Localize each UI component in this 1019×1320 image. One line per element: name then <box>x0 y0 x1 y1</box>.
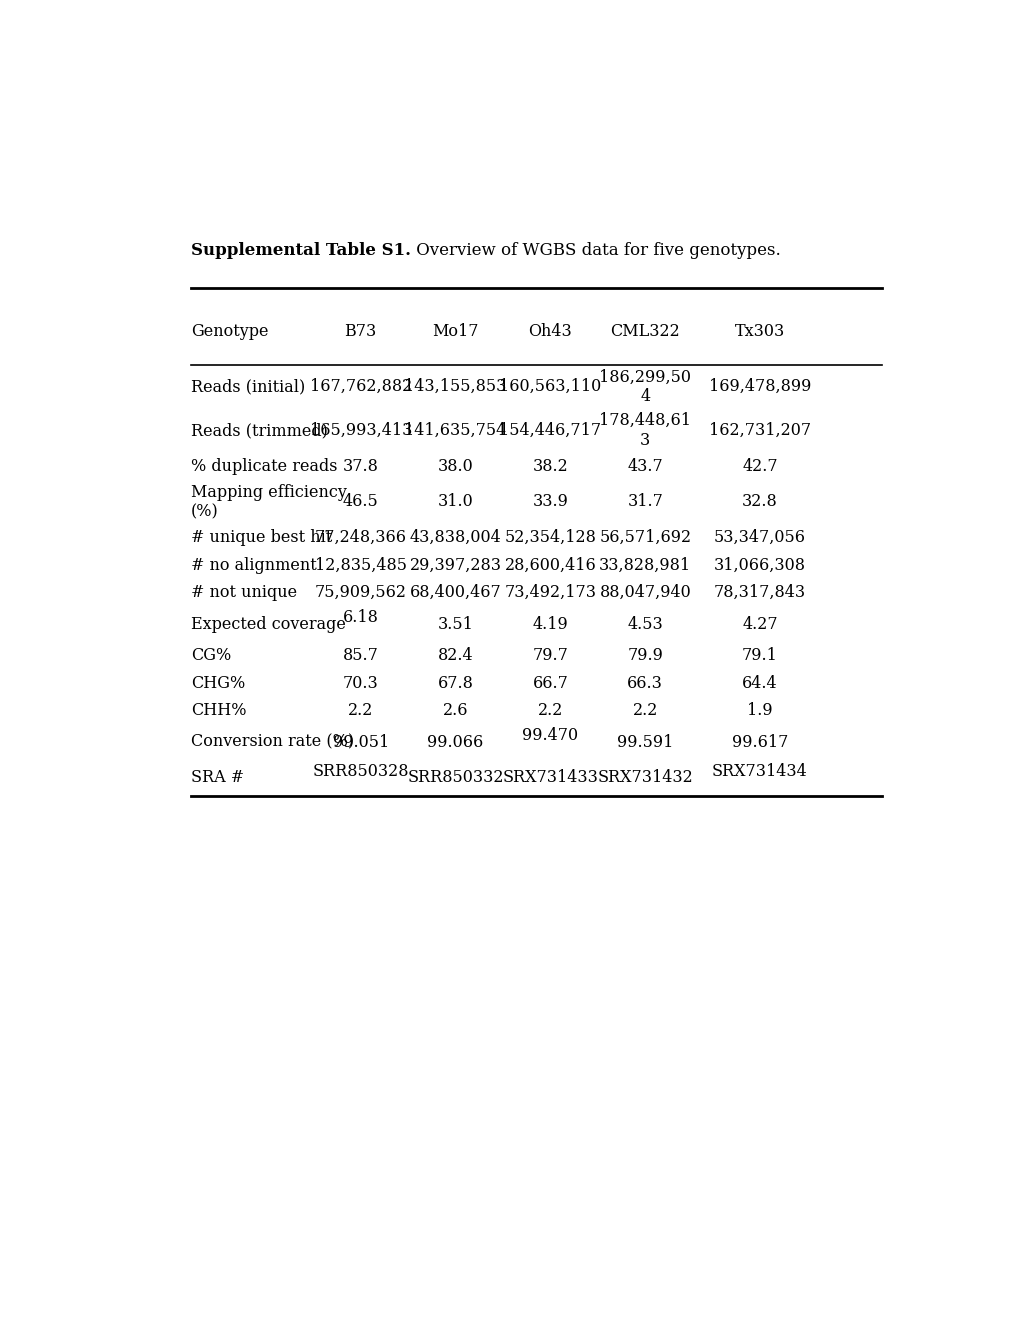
Text: B73: B73 <box>344 322 376 339</box>
Text: Conversion rate (%): Conversion rate (%) <box>191 734 354 751</box>
Text: # no alignment: # no alignment <box>191 557 316 574</box>
Text: 169,478,899: 169,478,899 <box>708 379 810 395</box>
Text: Overview of WGBS data for five genotypes.: Overview of WGBS data for five genotypes… <box>411 242 780 259</box>
Text: Supplemental Table S1.: Supplemental Table S1. <box>191 242 411 259</box>
Text: 66.7: 66.7 <box>532 675 568 692</box>
Text: 78,317,843: 78,317,843 <box>713 583 805 601</box>
Text: 75,909,562: 75,909,562 <box>315 583 407 601</box>
Text: 64.4: 64.4 <box>742 675 776 692</box>
Text: 77,248,366: 77,248,366 <box>315 529 407 546</box>
Text: 1.9: 1.9 <box>746 702 772 719</box>
Text: Oh43: Oh43 <box>528 322 572 339</box>
Text: 52,354,128: 52,354,128 <box>504 529 596 546</box>
Text: 37.8: 37.8 <box>342 458 378 475</box>
Text: 6.18: 6.18 <box>342 610 378 626</box>
Text: 85.7: 85.7 <box>342 647 378 664</box>
Text: 43,838,004: 43,838,004 <box>410 529 501 546</box>
Text: 67.8: 67.8 <box>437 675 473 692</box>
Text: 178,448,61
3: 178,448,61 3 <box>599 412 691 449</box>
Text: 154,446,717: 154,446,717 <box>499 422 601 440</box>
Text: 28,600,416: 28,600,416 <box>504 557 596 574</box>
Text: SRR850328: SRR850328 <box>312 763 409 780</box>
Text: Reads (initial): Reads (initial) <box>191 379 305 395</box>
Text: 38.0: 38.0 <box>437 458 473 475</box>
Text: 68,400,467: 68,400,467 <box>410 583 501 601</box>
Text: 99.591: 99.591 <box>616 734 673 751</box>
Text: 31.7: 31.7 <box>627 494 662 511</box>
Text: 79.9: 79.9 <box>627 647 662 664</box>
Text: Reads (trimmed): Reads (trimmed) <box>191 422 327 440</box>
Text: 73,492,173: 73,492,173 <box>504 583 596 601</box>
Text: SRX731434: SRX731434 <box>711 763 807 780</box>
Text: 31,066,308: 31,066,308 <box>713 557 805 574</box>
Text: 4.19: 4.19 <box>532 615 568 632</box>
Text: 2.2: 2.2 <box>632 702 657 719</box>
Text: # not unique: # not unique <box>191 583 297 601</box>
Text: 160,563,110: 160,563,110 <box>499 379 601 395</box>
Text: 33,828,981: 33,828,981 <box>598 557 691 574</box>
Text: Mo17: Mo17 <box>432 322 478 339</box>
Text: 38.2: 38.2 <box>532 458 568 475</box>
Text: CG%: CG% <box>191 647 230 664</box>
Text: 2.2: 2.2 <box>347 702 373 719</box>
Text: 162,731,207: 162,731,207 <box>708 422 810 440</box>
Text: 31.0: 31.0 <box>437 494 473 511</box>
Text: SRX731432: SRX731432 <box>597 770 693 787</box>
Text: 143,155,853: 143,155,853 <box>404 379 506 395</box>
Text: 29,397,283: 29,397,283 <box>410 557 501 574</box>
Text: Tx303: Tx303 <box>734 322 785 339</box>
Text: 43.7: 43.7 <box>627 458 662 475</box>
Text: 46.5: 46.5 <box>342 494 378 511</box>
Text: 186,299,50
4: 186,299,50 4 <box>599 368 691 405</box>
Text: 33.9: 33.9 <box>532 494 568 511</box>
Text: % duplicate reads: % duplicate reads <box>191 458 337 475</box>
Text: 4.27: 4.27 <box>742 615 776 632</box>
Text: 167,762,882: 167,762,882 <box>310 379 412 395</box>
Text: SRR850332: SRR850332 <box>407 770 503 787</box>
Text: CHH%: CHH% <box>191 702 246 719</box>
Text: 32.8: 32.8 <box>741 494 777 511</box>
Text: 56,571,692: 56,571,692 <box>598 529 691 546</box>
Text: 82.4: 82.4 <box>437 647 473 664</box>
Text: 2.2: 2.2 <box>537 702 562 719</box>
Text: 2.6: 2.6 <box>442 702 468 719</box>
Text: 79.1: 79.1 <box>741 647 777 664</box>
Text: 99.617: 99.617 <box>731 734 788 751</box>
Text: CHG%: CHG% <box>191 675 245 692</box>
Text: Mapping efficiency
(%): Mapping efficiency (%) <box>191 483 346 520</box>
Text: # unique best hit: # unique best hit <box>191 529 331 546</box>
Text: 99.066: 99.066 <box>427 734 483 751</box>
Text: 99.051: 99.051 <box>332 734 388 751</box>
Text: SRX731433: SRX731433 <box>502 770 598 787</box>
Text: 42.7: 42.7 <box>742 458 776 475</box>
Text: 53,347,056: 53,347,056 <box>713 529 805 546</box>
Text: 79.7: 79.7 <box>532 647 568 664</box>
Text: 165,993,413: 165,993,413 <box>309 422 412 440</box>
Text: Expected coverage: Expected coverage <box>191 615 345 632</box>
Text: 4.53: 4.53 <box>627 615 662 632</box>
Text: SRA #: SRA # <box>191 770 244 787</box>
Text: 99.470: 99.470 <box>522 727 578 744</box>
Text: 70.3: 70.3 <box>342 675 378 692</box>
Text: 88,047,940: 88,047,940 <box>599 583 691 601</box>
Text: Genotype: Genotype <box>191 322 268 339</box>
Text: 12,835,485: 12,835,485 <box>315 557 407 574</box>
Text: 141,635,754: 141,635,754 <box>405 422 506 440</box>
Text: CML322: CML322 <box>609 322 680 339</box>
Text: 66.3: 66.3 <box>627 675 662 692</box>
Text: 3.51: 3.51 <box>437 615 473 632</box>
